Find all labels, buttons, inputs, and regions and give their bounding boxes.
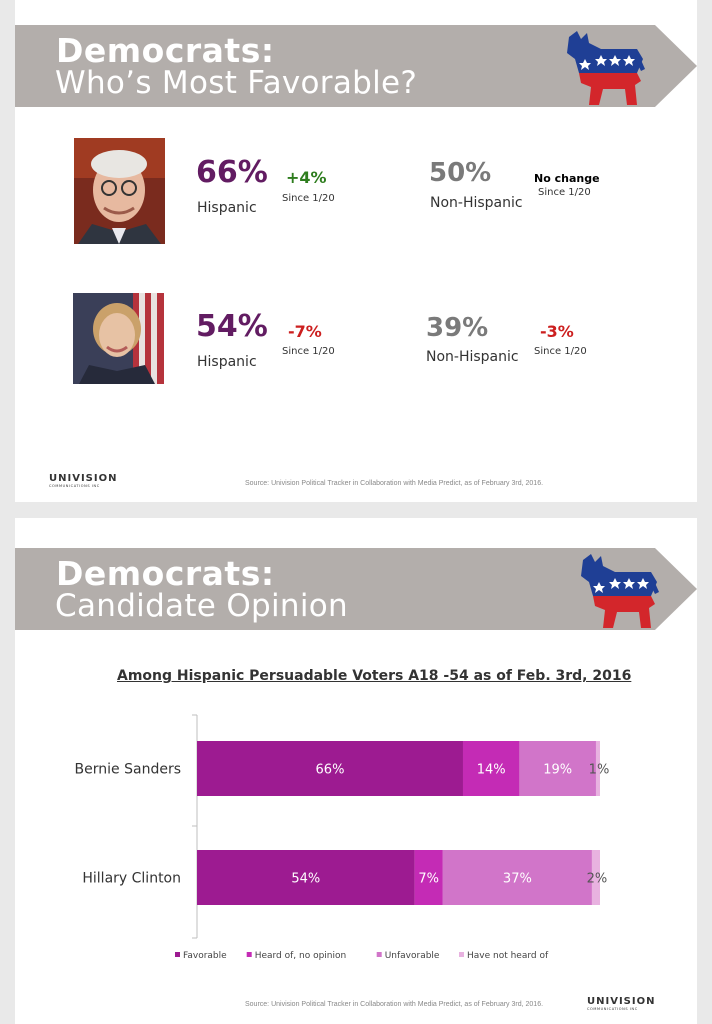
banner-arrow-shape bbox=[15, 25, 697, 107]
data-label: 1% bbox=[589, 763, 610, 778]
slide-title-light: Candidate Opinion bbox=[55, 588, 349, 624]
bar-segment-0 bbox=[197, 850, 415, 905]
slide-most-favorable: Democrats: Who’s Most Favorable? 66% His… bbox=[15, 0, 697, 502]
bernie-sanders-photo bbox=[74, 138, 165, 244]
data-label: 7% bbox=[418, 872, 439, 887]
title-banner: Democrats: Candidate Opinion bbox=[15, 548, 697, 630]
bernie-non-hispanic-pct: 50% bbox=[429, 158, 492, 188]
legend-entry: Favorable bbox=[183, 951, 227, 961]
hillary-hispanic-label: Hispanic bbox=[197, 354, 257, 370]
bernie-non-hispanic-label: Non-Hispanic bbox=[430, 195, 523, 211]
bar-segment-0 bbox=[197, 741, 463, 796]
banner-arrow-shape bbox=[15, 548, 697, 630]
source-note: Source: Univision Political Tracker in C… bbox=[245, 480, 544, 487]
democrat-donkey-icon bbox=[581, 554, 659, 628]
legend-entry: Heard of, no opinion bbox=[255, 951, 347, 961]
category-label: Hillary Clinton bbox=[82, 871, 181, 887]
bar-segment-1 bbox=[414, 850, 443, 905]
data-label: 2% bbox=[587, 872, 608, 887]
hillary-clinton-photo bbox=[73, 293, 164, 384]
bernie-hispanic-label: Hispanic bbox=[197, 200, 257, 216]
bar-segment-2 bbox=[519, 741, 596, 796]
univision-logo: UNIVISION COMMUNICATIONS INC bbox=[587, 996, 656, 1011]
hillary-non-hispanic-since: Since 1/20 bbox=[534, 346, 587, 357]
title-banner: Democrats: Who’s Most Favorable? bbox=[15, 25, 697, 107]
legend-entry: Unfavorable bbox=[385, 951, 440, 961]
legend-swatch-1 bbox=[246, 952, 252, 957]
democrat-donkey-icon bbox=[567, 31, 645, 105]
hillary-non-hispanic-change: -3% bbox=[540, 322, 574, 341]
bar-segment-3 bbox=[595, 741, 600, 796]
bernie-non-hispanic-since: Since 1/20 bbox=[538, 187, 591, 198]
bernie-hispanic-change: +4% bbox=[286, 168, 327, 187]
slide-title-light: Who’s Most Favorable? bbox=[55, 65, 418, 101]
legend-swatch-2 bbox=[376, 952, 382, 957]
stacked-bar-chart: Bernie Sanders 66% 14% 19% 1% Hillary Clinton… bbox=[75, 714, 610, 961]
bernie-non-hispanic-change: No change bbox=[534, 172, 600, 185]
data-label: 66% bbox=[316, 763, 345, 778]
data-label: 14% bbox=[477, 763, 506, 778]
bar-segment-2 bbox=[442, 850, 592, 905]
hillary-non-hispanic-label: Non-Hispanic bbox=[426, 349, 519, 365]
hillary-hispanic-pct: 54% bbox=[196, 309, 268, 344]
data-label: 54% bbox=[291, 872, 320, 887]
chart-title: Among Hispanic Persuadable Voters A18 -5… bbox=[117, 668, 632, 684]
legend-swatch-0 bbox=[175, 952, 180, 957]
hillary-hispanic-change: -7% bbox=[288, 322, 322, 341]
slide-candidate-opinion: Democrats: Candidate Opinion Among Hispa… bbox=[15, 518, 697, 1024]
univision-logo: UNIVISION COMMUNICATIONS INC bbox=[49, 473, 118, 488]
slide-title-bold: Democrats: bbox=[56, 31, 275, 70]
bar-segment-3 bbox=[591, 850, 600, 905]
data-label: 19% bbox=[543, 763, 572, 778]
bernie-hispanic-pct: 66% bbox=[196, 155, 268, 190]
data-label: 37% bbox=[503, 872, 532, 887]
legend-swatch-3 bbox=[459, 952, 464, 957]
source-note: Source: Univision Political Tracker in C… bbox=[245, 1001, 544, 1008]
legend-entry: Have not heard of bbox=[467, 951, 549, 961]
bar-segment-1 bbox=[462, 741, 520, 796]
category-label: Bernie Sanders bbox=[75, 762, 181, 778]
bernie-hispanic-since: Since 1/20 bbox=[282, 193, 335, 204]
slide-title-bold: Democrats: bbox=[56, 554, 275, 593]
hillary-hispanic-since: Since 1/20 bbox=[282, 346, 335, 357]
hillary-non-hispanic-pct: 39% bbox=[426, 313, 489, 343]
